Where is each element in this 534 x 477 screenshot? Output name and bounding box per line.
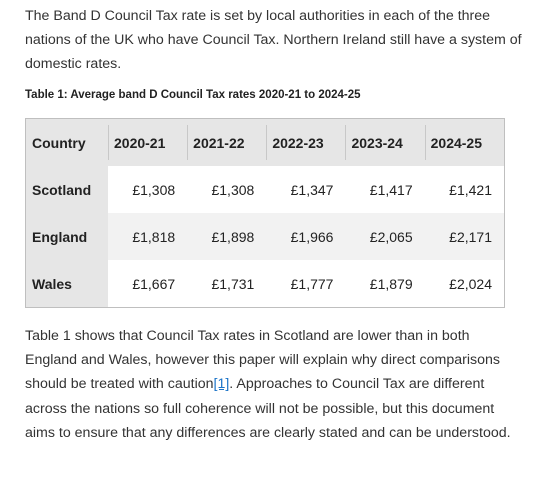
table-row: Scotland £1,308 £1,308 £1,347 £1,417 £1,… <box>25 166 505 213</box>
table-row: Wales £1,667 £1,731 £1,777 £1,879 £2,024 <box>25 260 505 308</box>
table-cell: £1,417 <box>345 166 425 213</box>
row-header-country: England <box>25 213 108 260</box>
table-cell: £1,308 <box>108 166 188 213</box>
table-cell: £1,879 <box>345 260 425 308</box>
column-header-country: Country <box>25 118 108 166</box>
table-cell: £1,421 <box>424 166 505 213</box>
row-header-country: Wales <box>25 260 108 308</box>
table-cell: £1,966 <box>266 213 346 260</box>
column-header-year: 2020-21 <box>108 118 188 166</box>
table-cell: £1,347 <box>266 166 346 213</box>
column-header-year: 2023-24 <box>345 118 425 166</box>
table-cell: £1,818 <box>108 213 188 260</box>
table-cell: £2,024 <box>424 260 505 308</box>
body-paragraph: Table 1 shows that Council Tax rates in … <box>25 324 525 445</box>
table-cell: £1,731 <box>187 260 267 308</box>
table-cell: £1,308 <box>187 166 267 213</box>
body-text-before-link: Table 1 shows that Council Tax rates in … <box>25 328 500 393</box>
row-header-country: Scotland <box>25 166 108 213</box>
footnote-link[interactable]: [1] <box>213 376 230 393</box>
column-header-year: 2024-25 <box>424 118 505 166</box>
intro-paragraph: The Band D Council Tax rate is set by lo… <box>25 8 522 73</box>
table-cell: £2,065 <box>345 213 425 260</box>
table-cell: £1,667 <box>108 260 188 308</box>
column-header-year: 2022-23 <box>266 118 346 166</box>
council-tax-table: Country 2020-21 2021-22 2022-23 2023-24 … <box>25 118 505 308</box>
table-cell: £1,898 <box>187 213 267 260</box>
column-header-year: 2021-22 <box>187 118 267 166</box>
table-header-row: Country 2020-21 2021-22 2022-23 2023-24 … <box>25 118 505 166</box>
table-cell: £1,777 <box>266 260 346 308</box>
table-caption: Table 1: Average band D Council Tax rate… <box>25 89 361 101</box>
table-cell: £2,171 <box>424 213 505 260</box>
table-row: England £1,818 £1,898 £1,966 £2,065 £2,1… <box>25 213 505 260</box>
body-text-after-link: . Approaches to Council Tax are differen… <box>25 376 511 441</box>
